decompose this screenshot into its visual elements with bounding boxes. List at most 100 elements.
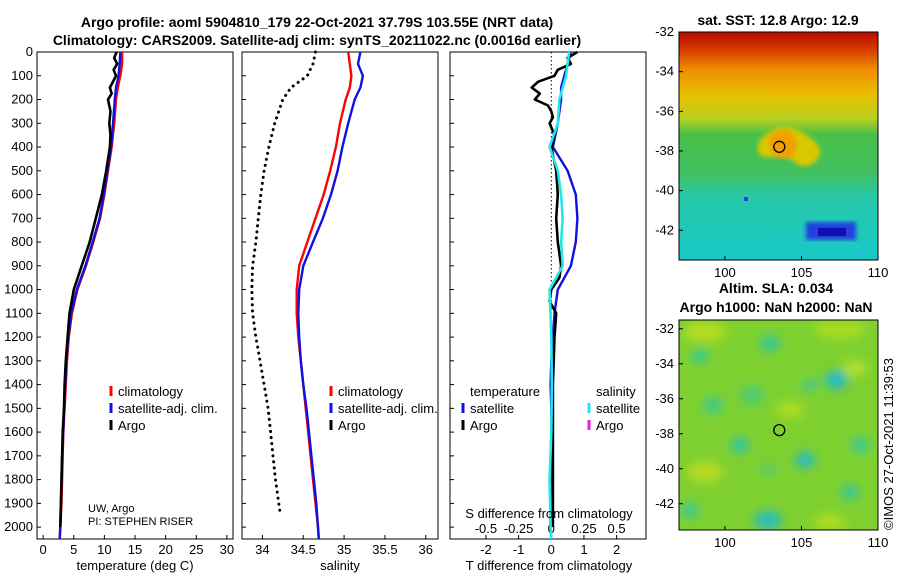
- header-line-1: Argo profile: aoml 5904810_179 22-Oct-20…: [81, 14, 553, 30]
- xtick-label: 34.5: [291, 542, 316, 557]
- xtick-label: 35: [337, 542, 351, 557]
- sla-map-panel: Altim. SLA: 0.034 Argo h1000: NaN h2000:…: [655, 280, 888, 550]
- temperature-panel: 0100200300400500600700800900100011001200…: [4, 44, 234, 573]
- sla-anomaly-blobs: [681, 321, 870, 530]
- depth-tick-label: 1400: [4, 377, 33, 392]
- salinity-xlabel: salinity: [320, 558, 360, 573]
- xtick-label: 10: [97, 542, 111, 557]
- legend-climatology-label: climatology: [118, 384, 184, 399]
- credit-line-1: UW, Argo: [88, 503, 134, 515]
- xtick-label: 36: [419, 542, 433, 557]
- xtick-label: 20: [158, 542, 172, 557]
- sst-map-panel: sat. SST: 12.8 Argo: 12.9 100 105 110 -32-…: [655, 12, 888, 280]
- lon-tick-label: 110: [868, 265, 889, 280]
- p-diff-series-salinity-satellite: [548, 51, 571, 540]
- sst-map-title: sat. SST: 12.8 Argo: 12.9: [697, 12, 859, 28]
- lat-tick-label: -34: [655, 356, 674, 371]
- credit-line-2: PI: STEPHEN RISER: [88, 516, 193, 528]
- sst-argo-marker: [773, 140, 786, 153]
- lat-tick-label: -38: [655, 143, 674, 158]
- sst-lat-axis: -32 -34 -36 -38 -40 -42: [655, 24, 683, 237]
- depth-tick-label: 1300: [4, 353, 33, 368]
- p-diff-series-temperature-satellite: [549, 51, 579, 540]
- legend-sal-satellite-label: satellite: [596, 401, 640, 416]
- p-sal-series-argo: [250, 50, 317, 517]
- lon-tick-label: 100: [714, 535, 736, 550]
- xtick-label: 0: [548, 542, 555, 557]
- difference-top-xlabel: S difference from climatology: [465, 506, 633, 521]
- lat-tick-label: -32: [655, 24, 674, 39]
- top-xtick-label: -0.5: [475, 521, 497, 536]
- depth-tick-label: 1100: [5, 305, 33, 320]
- legend-salinity: climatology satellite-adj. clim. Argo: [329, 384, 438, 433]
- depth-tick-label: 1800: [4, 472, 33, 487]
- xtick-label: 0: [40, 542, 47, 557]
- temperature-depth-axis: 0 100 200 300 400 500 600 700 800 900 1000 1100 1200…: [4, 44, 41, 534]
- temperature-x-axis: 0 5 10 15 20 25 30: [40, 535, 234, 557]
- depth-tick-label: 1600: [4, 424, 33, 439]
- sst-map-frame: [678, 31, 879, 261]
- sla-map-title-1: Altim. SLA: 0.034: [719, 280, 834, 296]
- lat-tick-label: -36: [655, 391, 674, 406]
- depth-tick-label: 2000: [4, 519, 33, 534]
- header-line-2: Climatology: CARS2009. Satellite-adj cli…: [53, 32, 581, 48]
- legend-argo-label: Argo: [338, 418, 365, 433]
- depth-tick-label: 500: [11, 163, 33, 178]
- sla-map-frame: [678, 319, 879, 531]
- salinity-depth-ticks: [242, 51, 246, 528]
- salinity-panel: 34 34.5 35 35.5 36 salinity climatology sate…: [241, 50, 439, 573]
- legend-satellite-label: satellite-adj. clim.: [338, 401, 438, 416]
- top-xtick-label: 0.25: [571, 521, 596, 536]
- xtick-label: 30: [220, 542, 234, 557]
- salinity-plot-frame: [241, 51, 439, 540]
- top-xtick-label: 0.5: [608, 521, 626, 536]
- xtick-label: 35.5: [372, 542, 397, 557]
- legend-salinity-header: salinity: [596, 384, 636, 399]
- lat-tick-label: -36: [655, 103, 674, 118]
- depth-tick-label: 300: [11, 115, 33, 130]
- legend-sal-argo-label: Argo: [596, 418, 623, 433]
- difference-x-axis: -2 -1 0 1 2: [480, 535, 620, 557]
- legend-satellite-label: satellite-adj. clim.: [118, 401, 218, 416]
- lat-tick-label: -42: [655, 222, 674, 237]
- lat-tick-label: -40: [655, 183, 674, 198]
- p-diff-series-temperature-argo: [530, 50, 579, 528]
- depth-tick-label: 900: [11, 258, 33, 273]
- p-temp-series-argo: [59, 51, 119, 528]
- legend-temperature-header: temperature: [470, 384, 540, 399]
- temperature-plot-frame: [36, 51, 234, 540]
- difference-plot-frame: [449, 51, 647, 540]
- p-temp-series-satellite-adj-clim: [58, 51, 122, 540]
- lat-tick-label: -40: [655, 461, 674, 476]
- difference-panel: -2 -1 0 1 2 -0.5 -0.25 0 0.25 0.5 T difference f…: [449, 50, 647, 573]
- salinity-x-axis: 34 34.5 35 35.5 36: [255, 535, 433, 557]
- xtick-label: -2: [480, 542, 492, 557]
- depth-tick-label: 800: [11, 234, 33, 249]
- legend-climatology-label: climatology: [338, 384, 404, 399]
- sla-lat-axis: -32 -34 -36 -38 -40 -42: [655, 321, 683, 511]
- sst-cold-pixel: [744, 197, 748, 201]
- depth-tick-label: 1900: [4, 495, 33, 510]
- depth-tick-label: 1000: [4, 282, 33, 297]
- xtick-label: 5: [70, 542, 77, 557]
- sst-cold-core: [818, 228, 846, 236]
- depth-tick-label: 700: [11, 210, 33, 225]
- lon-tick-label: 110: [868, 535, 889, 550]
- depth-tick-label: 1200: [4, 329, 33, 344]
- sla-map-title-2: Argo h1000: NaN h2000: NaN: [680, 299, 873, 315]
- xtick-label: 15: [128, 542, 142, 557]
- legend-temp-argo-label: Argo: [470, 418, 497, 433]
- lat-tick-label: -32: [655, 321, 674, 336]
- difference-depth-ticks: [450, 51, 454, 528]
- p-sal-series-climatology: [295, 51, 353, 540]
- sla-argo-marker: [773, 423, 786, 437]
- xtick-label: 2: [613, 542, 620, 557]
- lat-tick-label: -38: [655, 426, 674, 441]
- depth-tick-label: 200: [11, 92, 33, 107]
- depth-tick-label: 1700: [4, 448, 33, 463]
- legend-temp-satellite-label: satellite: [470, 401, 514, 416]
- depth-tick-label: 400: [11, 139, 33, 154]
- depth-tick-label: 600: [11, 187, 33, 202]
- lon-tick-label: 100: [714, 265, 736, 280]
